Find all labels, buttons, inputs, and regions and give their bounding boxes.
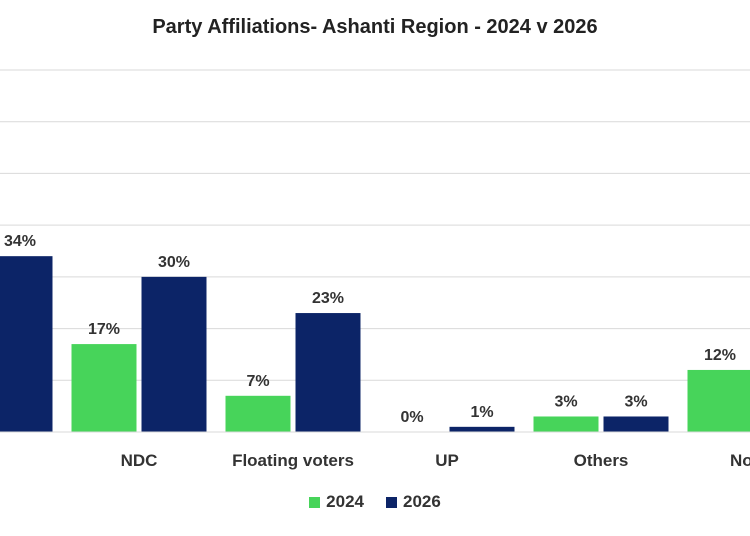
chart-title: Party Affiliations- Ashanti Region - 202… bbox=[152, 16, 598, 38]
data-label: 23% bbox=[312, 290, 344, 307]
legend-item-2024: 2024 bbox=[309, 492, 364, 512]
data-label: 34% bbox=[4, 233, 36, 250]
data-label: 17% bbox=[88, 321, 120, 338]
x-tick-label: Floating voters bbox=[232, 451, 354, 470]
bar-2026-ndc bbox=[141, 276, 207, 432]
legend: 2024 2026 bbox=[0, 492, 750, 512]
bar-2024-ndc bbox=[71, 344, 137, 432]
bar-2026-others bbox=[603, 416, 669, 432]
x-tick-label: NDC bbox=[121, 451, 158, 470]
legend-item-2026: 2026 bbox=[386, 492, 441, 512]
legend-label-2024: 2024 bbox=[326, 492, 364, 511]
bar-2026-p bbox=[0, 256, 53, 432]
bar-2024-others bbox=[533, 416, 599, 432]
bar-2024-not-di bbox=[687, 369, 750, 432]
data-label: 0% bbox=[400, 409, 423, 426]
data-label: 3% bbox=[554, 393, 577, 410]
data-labels: 34% 17% 30% 7% 23% 0% 1% 3% 3% 12% bbox=[4, 233, 736, 426]
bar-2024-floating-voters bbox=[225, 395, 291, 432]
x-tick-label: Not Di bbox=[730, 451, 750, 470]
data-label: 30% bbox=[158, 254, 190, 271]
x-tick-label: Others bbox=[574, 451, 629, 470]
data-label: 7% bbox=[246, 373, 269, 390]
gridlines bbox=[0, 69, 750, 381]
data-label: 1% bbox=[470, 404, 493, 421]
legend-swatch-2026 bbox=[386, 496, 397, 508]
bar-2026-floating-voters bbox=[295, 313, 361, 432]
legend-swatch-2024 bbox=[309, 496, 321, 508]
bar-2026-up bbox=[449, 426, 515, 432]
data-label: 12% bbox=[704, 347, 736, 364]
legend-label-2026: 2026 bbox=[403, 492, 441, 511]
bars bbox=[0, 256, 750, 432]
x-tick-label: UP bbox=[435, 451, 459, 470]
x-axis-tick-labels: PNDCFloating votersUPOthersNot Di bbox=[121, 451, 750, 470]
data-label: 3% bbox=[624, 393, 647, 410]
